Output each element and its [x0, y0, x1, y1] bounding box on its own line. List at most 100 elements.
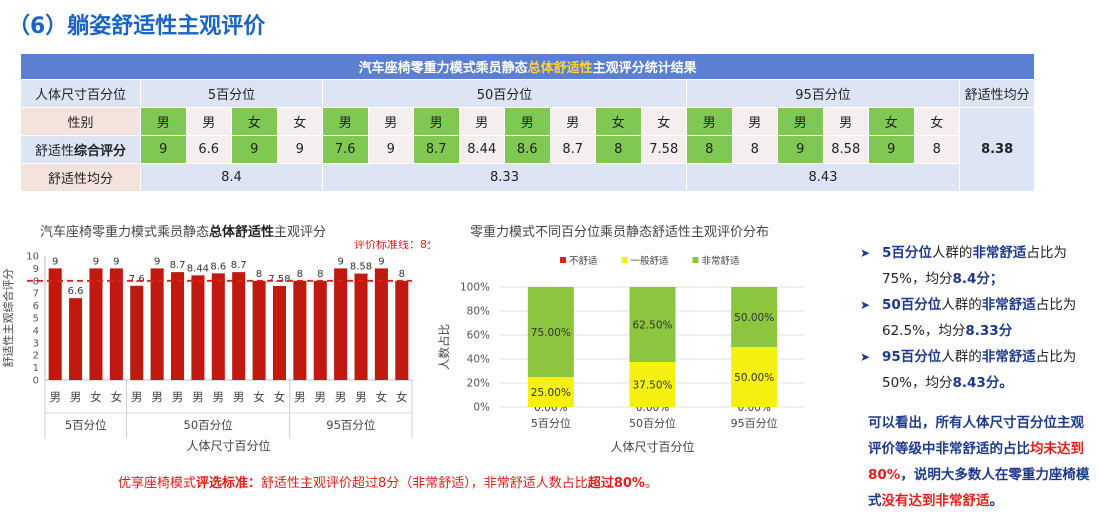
gender-cell: 男 [322, 107, 369, 136]
reference-line-label: 评价标准线：8分 [354, 240, 430, 251]
bar-data-label: 9 [337, 256, 343, 267]
legend-label: 不舒适 [569, 255, 598, 267]
score-bar [191, 275, 205, 380]
y-tick-label: 1 [33, 363, 39, 374]
y-tick-label: 100% [460, 282, 490, 294]
gender-cell: 男 [777, 107, 824, 136]
gender-cell: 女 [595, 107, 642, 136]
bar-data-label: 8.58 [350, 262, 372, 273]
bar-chart-title: 汽车座椅零重力模式乘员静态总体舒适性主观评分 [40, 225, 327, 240]
score-bar [150, 268, 164, 380]
score-bar [374, 268, 388, 380]
y-tick-label: 3 [33, 338, 39, 349]
bar-data-label: 9 [378, 256, 384, 267]
segment-data-label: 25.00% [531, 387, 571, 399]
score-cell: 9 [140, 135, 187, 164]
score-bar [48, 268, 62, 380]
x-category-label: 5百分位 [531, 416, 571, 430]
score-cell: 6.6 [185, 135, 232, 164]
x-category-label: 男 [49, 390, 61, 404]
x-category-label: 女 [253, 390, 265, 404]
y-tick-label: 8 [33, 276, 39, 287]
gender-cell: 男 [504, 107, 551, 136]
score-bar [89, 268, 103, 380]
group-header-5: 5百分位 [140, 79, 323, 108]
score-cell: 8 [595, 135, 642, 164]
y-tick-label: 0% [473, 402, 490, 414]
bar-data-label: 8.7 [170, 260, 186, 271]
y-tick-label: 40% [467, 354, 490, 366]
gender-cell: 男 [822, 107, 869, 136]
x-category-label: 女 [111, 390, 123, 404]
stacked-segment [527, 287, 574, 377]
x-group-label: 95百分位 [326, 418, 375, 432]
selection-criteria-note: 优享座椅模式评选标准：舒适性主观评价超过8分（非常舒适），非常舒适人数占比超过8… [118, 476, 658, 491]
legend-label: 非常舒适 [702, 255, 741, 267]
score-cell: 9 [868, 135, 915, 164]
bar-data-label: 8 [297, 269, 303, 280]
segment-data-label: 62.50% [632, 320, 672, 332]
gender-cell: 男 [185, 107, 232, 136]
x-category-label: 男 [315, 390, 327, 404]
stacked-segment [527, 377, 574, 407]
x-category-label: 95百分位 [731, 416, 778, 430]
bar-data-label: 9 [52, 256, 58, 267]
bar-data-label: 8.7 [231, 260, 247, 271]
gender-cell: 男 [458, 107, 505, 136]
score-cell: 8.6 [504, 135, 551, 164]
bar-data-label: 7.58 [268, 274, 290, 285]
score-bar [252, 280, 266, 380]
score-bar [69, 298, 83, 380]
score-bar [334, 268, 348, 380]
x-category-label: 50百分位 [629, 416, 676, 430]
score-bar [109, 268, 123, 380]
y-tick-label: 4 [33, 326, 39, 337]
arrow-icon: ➤ [860, 350, 871, 364]
score-cell: 7.6 [322, 135, 369, 164]
score-cell: 9 [276, 135, 323, 164]
y-tick-label: 6 [33, 301, 39, 312]
x-axis-title: 人体尺寸百分位 [610, 439, 694, 454]
y-tick-label: 7 [33, 289, 39, 300]
stacked-segment [629, 362, 676, 407]
finding-50: ➤ 50百分位人群的非常舒适占比为62.5%，均分8.33分 [860, 292, 1090, 344]
bar-data-label: 8.44 [187, 263, 209, 274]
table-title: 汽车座椅零重力模式乘员静态总体舒适性主观评分统计结果 [19, 53, 1036, 80]
stacked-segment [629, 287, 676, 362]
gender-cell: 男 [549, 107, 596, 136]
x-category-label: 女 [396, 390, 408, 404]
segment-data-label: 50.00% [734, 372, 774, 384]
gender-cell: 女 [640, 107, 687, 136]
y-tick-label: 0 [33, 376, 39, 387]
x-axis-title: 人体尺寸百分位 [186, 438, 270, 453]
score-cell: 8.7 [549, 135, 596, 164]
legend-swatch [560, 257, 566, 263]
score-cell: 8.58 [822, 135, 869, 164]
x-group-label: 5百分位 [65, 418, 107, 432]
x-category-label: 男 [335, 390, 347, 404]
score-cell: 9 [367, 135, 414, 164]
x-category-label: 男 [294, 390, 306, 404]
x-category-label: 男 [233, 390, 245, 404]
group-avg-95: 8.43 [686, 163, 960, 192]
score-bar [272, 286, 286, 380]
page-title: （6）躺姿舒适性主观评价 [8, 14, 266, 39]
stacked-segment [731, 347, 778, 407]
finding-95: ➤ 95百分位人群的非常舒适占比为50%，均分8.43分。 [860, 344, 1090, 396]
y-tick-label: 60% [467, 330, 490, 342]
x-category-label: 男 [70, 390, 82, 404]
segment-data-label: 50.00% [734, 312, 774, 324]
score-bar [130, 285, 144, 380]
legend-swatch [692, 257, 699, 263]
y-tick-label: 10 [26, 252, 39, 263]
row-label-group-avg: 舒适性均分 [20, 163, 141, 192]
gender-cell: 女 [231, 107, 278, 136]
overall-avg-value: 8.38 [958, 107, 1036, 192]
x-category-label: 男 [172, 390, 184, 404]
group-avg-50: 8.33 [322, 163, 687, 192]
legend-label: 一般舒适 [631, 255, 670, 267]
group-header-50: 50百分位 [322, 79, 687, 108]
table-title-highlight: 总体舒适性 [527, 61, 593, 76]
